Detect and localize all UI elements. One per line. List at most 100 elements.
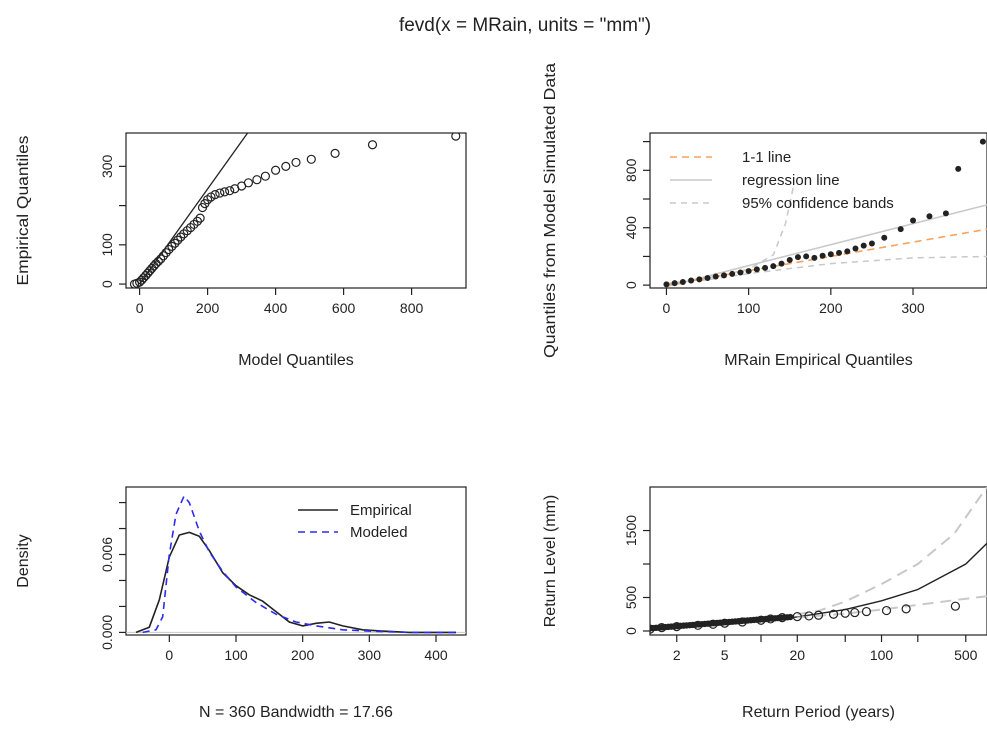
data-point: [852, 245, 859, 252]
legend-label: Empirical: [350, 502, 412, 519]
data-point: [828, 609, 839, 619]
y-tick-label: 0.000: [99, 615, 115, 650]
x-tick-label: 500: [954, 647, 978, 663]
data-point: [671, 280, 678, 287]
data-point: [170, 238, 180, 248]
data-point: [688, 277, 695, 284]
data-point: [679, 278, 686, 285]
x-tick-label: 600: [332, 300, 356, 316]
x-axis-label: N = 360 Bandwidth = 17.66: [199, 704, 393, 721]
data-point: [260, 171, 270, 181]
y-axis-label: Empirical Quantiles: [15, 135, 32, 285]
data-point: [215, 188, 225, 198]
data-point: [330, 148, 340, 159]
confidence-band: [797, 595, 987, 619]
y-tick-label: 500: [623, 586, 639, 610]
data-point: [910, 217, 917, 224]
data-point: [850, 607, 860, 618]
data-point: [306, 154, 316, 164]
data-point: [367, 140, 378, 150]
data-point: [811, 254, 818, 261]
plot-frame: [125, 486, 467, 636]
data-point: [897, 226, 904, 233]
y-tick-label: 400: [623, 216, 639, 240]
x-tick-label: 2: [673, 647, 681, 663]
legend-label: 1-1 line: [742, 149, 791, 166]
x-tick-label: 5: [721, 647, 729, 663]
x-tick-label: 800: [400, 300, 424, 316]
data-point: [827, 251, 834, 258]
data-point: [210, 190, 220, 200]
data-point: [881, 605, 892, 616]
data-point: [720, 272, 727, 279]
data-point: [663, 281, 670, 288]
x-tick-label: 200: [819, 300, 843, 316]
data-point: [176, 232, 186, 242]
y-tick-label: 100: [99, 233, 115, 257]
one-to-one-line: [666, 228, 987, 286]
plot-area: [126, 494, 466, 634]
panel-density: 0 100 200 300 400 0.000 0.006 N = 360 Bandwidth…: [15, 486, 467, 721]
data-point: [803, 253, 810, 260]
figure-title: fevd(x = MRain, units = "mm"): [399, 15, 651, 36]
x-tick-label: 200: [291, 647, 315, 663]
plot-frame: [649, 132, 987, 289]
x-tick-label: 100: [870, 647, 894, 663]
data-point: [271, 165, 281, 175]
data-point: [167, 241, 177, 252]
data-point: [861, 606, 872, 617]
data-point: [926, 213, 933, 220]
data-point: [451, 133, 461, 141]
data-point: [745, 268, 752, 275]
data-point: [840, 608, 850, 618]
data-point: [712, 273, 719, 280]
fit-line: [139, 133, 249, 285]
data-point: [819, 252, 826, 259]
data-point: [225, 186, 235, 196]
data-point: [844, 248, 851, 255]
data-point: [979, 138, 986, 145]
plot-area: [663, 138, 987, 288]
data-point: [151, 259, 161, 269]
x-axis-label: MRain Empirical Quantiles: [724, 352, 913, 369]
x-tick-label: 200: [196, 300, 220, 316]
data-point: [950, 601, 960, 611]
y-tick-label: 0.006: [99, 537, 115, 572]
x-tick-label: 100: [737, 300, 761, 316]
data-point: [192, 216, 202, 226]
y-tick-label: 300: [99, 154, 115, 178]
data-point: [804, 611, 814, 621]
data-point: [729, 270, 736, 277]
data-point: [220, 187, 230, 197]
legend-label: regression line: [742, 172, 840, 189]
data-point: [156, 254, 166, 264]
plot-frame: [649, 486, 987, 636]
data-point: [173, 235, 183, 245]
data-point: [762, 264, 769, 271]
data-point: [787, 613, 794, 621]
x-tick-label: 20: [789, 647, 805, 663]
x-tick-label: 0: [663, 300, 671, 316]
data-point: [813, 610, 824, 620]
x-tick-label: 400: [264, 300, 288, 316]
data-point: [281, 161, 291, 171]
x-tick-label: 300: [358, 647, 382, 663]
data-point: [881, 234, 888, 241]
plot-area: [129, 133, 461, 288]
data-point: [153, 256, 163, 266]
data-point: [737, 269, 744, 276]
x-tick-label: 100: [224, 647, 248, 663]
data-point: [704, 274, 711, 281]
y-tick-label: 1500: [623, 515, 639, 546]
data-point: [158, 251, 168, 261]
data-point: [243, 178, 253, 188]
data-point: [794, 254, 801, 261]
x-tick-label: 0: [136, 300, 144, 316]
x-axis-label: Model Quantiles: [238, 352, 354, 369]
data-point: [778, 260, 785, 267]
regression-line: [666, 204, 987, 288]
panel-qq-model: 0 200 400 600 800 0 100 300 Model Quantiles Empir…: [15, 132, 467, 369]
data-point: [753, 266, 760, 273]
y-axis-label: Density: [15, 534, 32, 587]
legend-label: Modeled: [350, 524, 408, 541]
